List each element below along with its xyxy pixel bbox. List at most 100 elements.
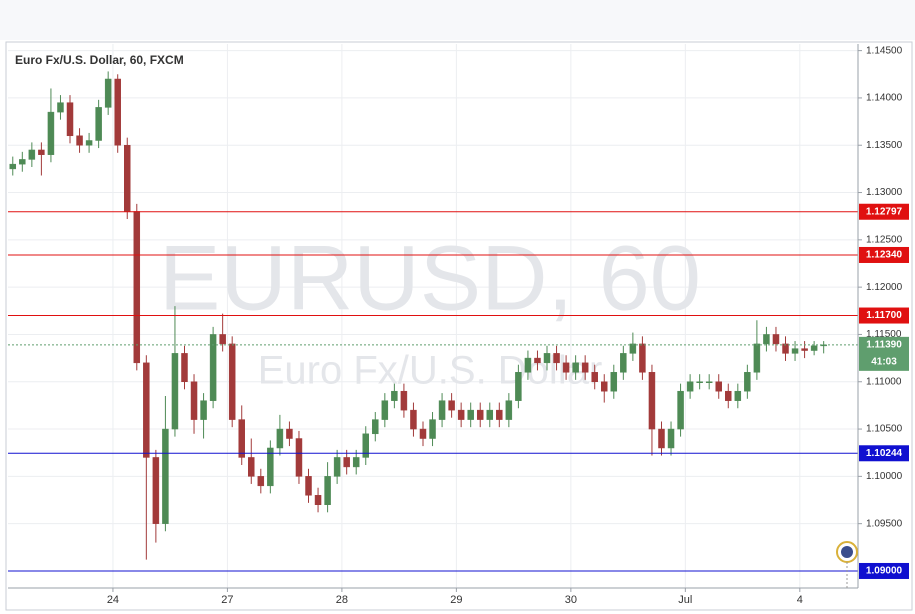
candle-body	[715, 381, 722, 392]
candle-body	[553, 353, 560, 364]
candle-body	[744, 372, 751, 392]
candle-body	[124, 144, 131, 212]
candle-body	[725, 390, 732, 401]
y-tick-label: 1.10000	[866, 471, 903, 482]
candle-body	[76, 135, 83, 146]
candle-body	[791, 348, 799, 354]
candle-body	[410, 409, 417, 430]
candle-body	[381, 400, 389, 420]
candle-body	[171, 353, 179, 430]
candle-body	[524, 357, 532, 373]
candle-body	[686, 381, 694, 392]
y-tick-label: 1.11000	[866, 376, 902, 387]
watermark: EURUSD, 60	[159, 227, 701, 329]
x-tick-label: Jul	[678, 594, 692, 606]
candle-body	[810, 345, 818, 351]
candle-body	[219, 334, 226, 345]
y-tick-label: 1.13000	[866, 187, 903, 198]
candle-body	[9, 163, 17, 170]
x-tick-label: 4	[797, 594, 803, 606]
level-label: 1.12340	[866, 250, 903, 261]
last-price-label: 1.11390	[866, 339, 902, 350]
candle-body	[47, 111, 55, 155]
level-label: 1.12797	[866, 206, 903, 217]
candle-body	[85, 140, 93, 146]
countdown: 41:03	[871, 356, 897, 367]
candle-body	[114, 78, 121, 146]
candle-body	[162, 428, 169, 524]
candle-body	[267, 447, 274, 487]
y-tick-label: 1.09500	[866, 518, 903, 529]
candle-body	[343, 457, 350, 468]
candle-body	[352, 457, 360, 468]
candle-body	[38, 149, 45, 155]
y-tick-label: 1.12500	[866, 234, 903, 245]
watermark-subtitle: Euro Fx/U.S. Dollar	[258, 349, 603, 393]
candle-body	[763, 334, 770, 345]
candle-body	[476, 409, 484, 420]
candle-body	[620, 353, 627, 373]
candle-body	[190, 381, 198, 420]
candle-body	[19, 159, 26, 165]
level-label: 1.11700	[866, 310, 902, 321]
candle-body	[610, 372, 618, 392]
level-label-box	[859, 307, 909, 324]
candle-body	[705, 381, 713, 384]
candle-body	[772, 334, 780, 345]
plot	[8, 71, 858, 572]
candle-body	[324, 476, 331, 505]
candle-body	[305, 476, 312, 496]
y-tick-label: 1.11500	[866, 329, 902, 340]
candle-body	[486, 409, 494, 420]
candle-body	[391, 390, 398, 401]
candle-body	[591, 372, 598, 383]
candle-body	[419, 428, 427, 439]
y-tick-label: 1.14500	[866, 45, 903, 56]
candle-body	[639, 343, 646, 373]
candle-body	[362, 433, 369, 458]
toolbar	[0, 0, 915, 40]
candle-body	[496, 409, 503, 420]
chart-title: Euro Fx/U.S. Dollar, 60, FXCM	[15, 53, 184, 67]
candle-body	[572, 362, 579, 373]
candle-body	[209, 334, 217, 401]
candle-body	[801, 348, 808, 351]
candle-body	[95, 107, 102, 141]
candle-body	[648, 372, 656, 430]
candle-body	[143, 362, 150, 458]
last-price-box	[859, 336, 909, 371]
x-tick-label: 30	[565, 594, 577, 606]
candle-body	[133, 211, 141, 364]
level-label: 1.10244	[866, 448, 903, 459]
candle-body	[629, 343, 637, 354]
candle-body	[152, 457, 160, 524]
candle-body	[200, 400, 207, 420]
candle-body	[457, 409, 465, 420]
x-tick-label: 24	[107, 594, 119, 606]
candle-body	[181, 353, 188, 383]
candle-body	[228, 343, 236, 420]
axis-labels: 1.09500 1.10000 1.10500 1.11000 1.11500 1.120…	[107, 45, 909, 606]
candle-body	[515, 372, 522, 401]
y-tick-label: 1.10500	[866, 424, 903, 435]
candle-body	[543, 353, 551, 364]
candle-body	[753, 343, 761, 373]
candle-body	[734, 390, 742, 401]
candle-body	[581, 362, 589, 373]
candle-body	[238, 419, 245, 458]
candle-body	[28, 149, 36, 160]
candle-body	[66, 102, 74, 137]
x-tick-label: 28	[336, 594, 348, 606]
candle-body	[601, 381, 608, 392]
candle-body	[257, 476, 265, 487]
candle-body	[372, 419, 379, 435]
candle-body	[400, 390, 408, 411]
candle-body	[314, 495, 322, 505]
x-tick-label: 29	[450, 594, 462, 606]
candle-body	[467, 409, 474, 420]
candle-body	[248, 457, 255, 477]
candle-body	[667, 428, 675, 449]
candle-body	[276, 428, 284, 449]
candle-body	[658, 428, 665, 449]
y-tick-label: 1.12000	[866, 282, 903, 293]
